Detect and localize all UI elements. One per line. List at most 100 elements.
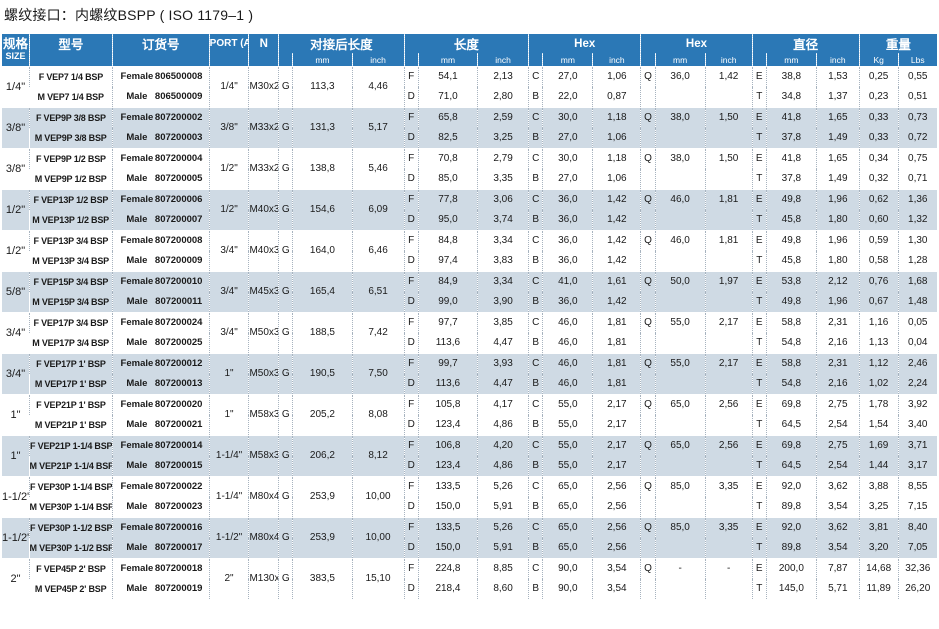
cell-hex2-letter <box>640 128 656 149</box>
gender-label: Female <box>120 317 154 328</box>
table-row: M VEP21P 1-1/4 BSP Male 807200015 D 123,4 4,8… <box>2 456 937 477</box>
cell-hex1-mm: 65,0 <box>542 517 593 538</box>
cell-hex2-inch: 3,35 <box>704 517 753 538</box>
cell-hex2-letter <box>640 579 656 599</box>
cell-hex1-inch: 1,81 <box>592 374 641 395</box>
cell-length-inch: 2,80 <box>477 87 529 108</box>
cell-hex2-inch <box>704 87 753 108</box>
cell-n: M130x6 <box>248 558 279 599</box>
unit-mm: mm <box>292 53 353 67</box>
cell-hex2-mm: 65,0 <box>654 394 706 415</box>
gender-label: Female <box>120 358 154 369</box>
cell-length-letter: F <box>403 230 419 251</box>
table-row: M VEP17P 3/4 BSP Male 807200025 D 113,6 4,47 B… <box>2 333 937 354</box>
cell-hex2-letter: Q <box>640 271 656 292</box>
cell-length-letter: F <box>403 148 419 169</box>
cell-n: M30x2 <box>248 66 279 108</box>
cell-hex1-letter: B <box>528 333 543 354</box>
cell-hex2-mm: 85,0 <box>654 476 706 497</box>
cell-g: G <box>278 394 293 436</box>
cell-diameter-mm: 54,8 <box>765 374 817 395</box>
cell-hex2-mm <box>654 210 706 231</box>
cell-length-after-mm: 164,0 <box>292 230 353 272</box>
order-code: 807200022 <box>154 481 203 492</box>
cell-length-letter: D <box>403 415 419 436</box>
cell-diameter-letter: E <box>751 558 767 579</box>
unit-inch: inch <box>351 53 405 67</box>
cell-length-letter: F <box>403 107 419 128</box>
cell-length-after-inch: 5,46 <box>351 148 405 190</box>
cell-order-no: Male 807200009 <box>111 251 210 272</box>
cell-hex2-mm: 55,0 <box>654 312 706 333</box>
cell-diameter-inch: 1,96 <box>815 292 860 313</box>
cell-weight-kg: 3,88 <box>858 476 899 497</box>
cell-hex2-mm: 38,0 <box>654 148 706 169</box>
cell-weight-lbs: 0,71 <box>897 169 937 190</box>
table-row: M VEP30P 1-1/2 BSP Male 807200017 D 150,0 5,9… <box>2 538 937 559</box>
cell-hex1-inch: 1,61 <box>592 271 641 292</box>
cell-order-no: Male 807200005 <box>111 169 210 190</box>
cell-order-no: Female 806500008 <box>111 66 210 87</box>
cell-weight-lbs: 1,32 <box>897 210 937 231</box>
cell-diameter-letter: T <box>751 579 767 599</box>
header-port: PORT (A) <box>208 34 249 53</box>
cell-weight-kg: 1,78 <box>858 394 899 415</box>
cell-diameter-letter: E <box>751 148 767 169</box>
order-code: 807200005 <box>154 173 203 184</box>
cell-length-inch: 5,91 <box>477 497 529 518</box>
cell-diameter-inch: 2,31 <box>815 353 860 374</box>
cell-order-no: Male 807200013 <box>111 374 210 395</box>
cell-hex1-letter: B <box>528 251 543 272</box>
cell-hex1-inch: 2,17 <box>592 456 641 477</box>
cell-hex1-letter: C <box>528 435 543 456</box>
cell-length-inch: 3,85 <box>477 312 529 333</box>
cell-diameter-inch: 1,65 <box>815 107 860 128</box>
cell-order-no: Male 807200021 <box>111 415 210 436</box>
cell-order-no: Male 807200023 <box>111 497 210 518</box>
cell-length-after-inch: 10,00 <box>351 476 405 518</box>
cell-weight-kg: 0,62 <box>858 189 899 210</box>
cell-hex1-letter: B <box>528 456 543 477</box>
cell-diameter-letter: T <box>751 292 767 313</box>
cell-weight-kg: 1,44 <box>858 456 899 477</box>
cell-diameter-mm: 145,0 <box>765 579 817 599</box>
cell-length-letter: D <box>403 87 419 108</box>
cell-diameter-mm: 54,8 <box>765 333 817 354</box>
cell-hex1-mm: 90,0 <box>542 558 593 579</box>
gender-label: Female <box>120 563 154 574</box>
cell-model: F VEP13P 1/2 BSP <box>29 189 113 210</box>
cell-hex1-mm: 36,0 <box>542 292 593 313</box>
cell-length-inch: 5,26 <box>477 517 529 538</box>
cell-diameter-mm: 64,5 <box>765 456 817 477</box>
cell-diameter-inch: 2,31 <box>815 312 860 333</box>
cell-diameter-inch: 1,80 <box>815 251 860 272</box>
cell-length-after-inch: 10,00 <box>351 517 405 559</box>
cell-diameter-letter: T <box>751 169 767 190</box>
cell-length-after-inch: 6,51 <box>351 271 405 313</box>
cell-diameter-letter: E <box>751 394 767 415</box>
cell-length-mm: 133,5 <box>417 517 478 538</box>
cell-hex1-mm: 36,0 <box>542 210 593 231</box>
cell-port: 1/2" <box>208 148 249 190</box>
cell-n: M50x3 <box>248 312 279 354</box>
unit-blank <box>640 53 656 67</box>
cell-diameter-inch: 2,75 <box>815 394 860 415</box>
order-code: 807200023 <box>154 501 203 512</box>
cell-order-no: Male 807200019 <box>111 579 210 599</box>
order-code: 807200007 <box>154 214 203 225</box>
cell-length-mm: 97,4 <box>417 251 478 272</box>
cell-length-inch: 3,74 <box>477 210 529 231</box>
cell-g: G <box>278 271 293 313</box>
cell-hex2-inch <box>704 538 753 559</box>
cell-hex2-mm <box>654 497 706 518</box>
cell-hex1-letter: B <box>528 497 543 518</box>
cell-hex2-letter: Q <box>640 353 656 374</box>
cell-diameter-letter: T <box>751 333 767 354</box>
cell-hex2-mm <box>654 333 706 354</box>
table-row: 1-1/2" F VEP30P 1-1/4 BSP Female 807200022 1… <box>2 476 937 518</box>
cell-diameter-letter: T <box>751 456 767 477</box>
cell-hex1-inch: 1,42 <box>592 230 641 251</box>
cell-weight-lbs: 32,36 <box>897 558 937 579</box>
order-code: 806500008 <box>154 71 203 82</box>
gender-label: Male <box>126 378 148 389</box>
